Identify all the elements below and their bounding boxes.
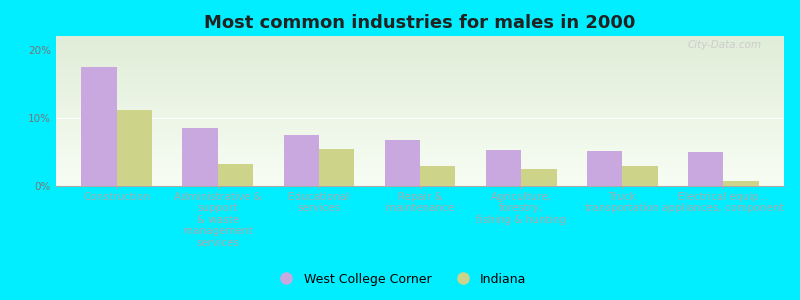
Title: Most common industries for males in 2000: Most common industries for males in 2000	[204, 14, 636, 32]
Bar	[218, 164, 253, 186]
Bar	[622, 166, 658, 186]
Bar	[182, 128, 218, 186]
Bar	[385, 140, 420, 186]
Legend: West College Corner, Indiana: West College Corner, Indiana	[269, 268, 531, 291]
Bar	[521, 169, 557, 186]
Bar	[283, 135, 319, 186]
Bar	[117, 110, 152, 186]
Bar	[420, 166, 455, 186]
Bar	[688, 152, 723, 186]
Bar	[319, 148, 354, 186]
Bar	[723, 181, 758, 186]
Text: City-Data.com: City-Data.com	[688, 40, 762, 50]
Bar	[82, 67, 117, 186]
Bar	[587, 151, 622, 186]
Bar	[486, 150, 521, 186]
